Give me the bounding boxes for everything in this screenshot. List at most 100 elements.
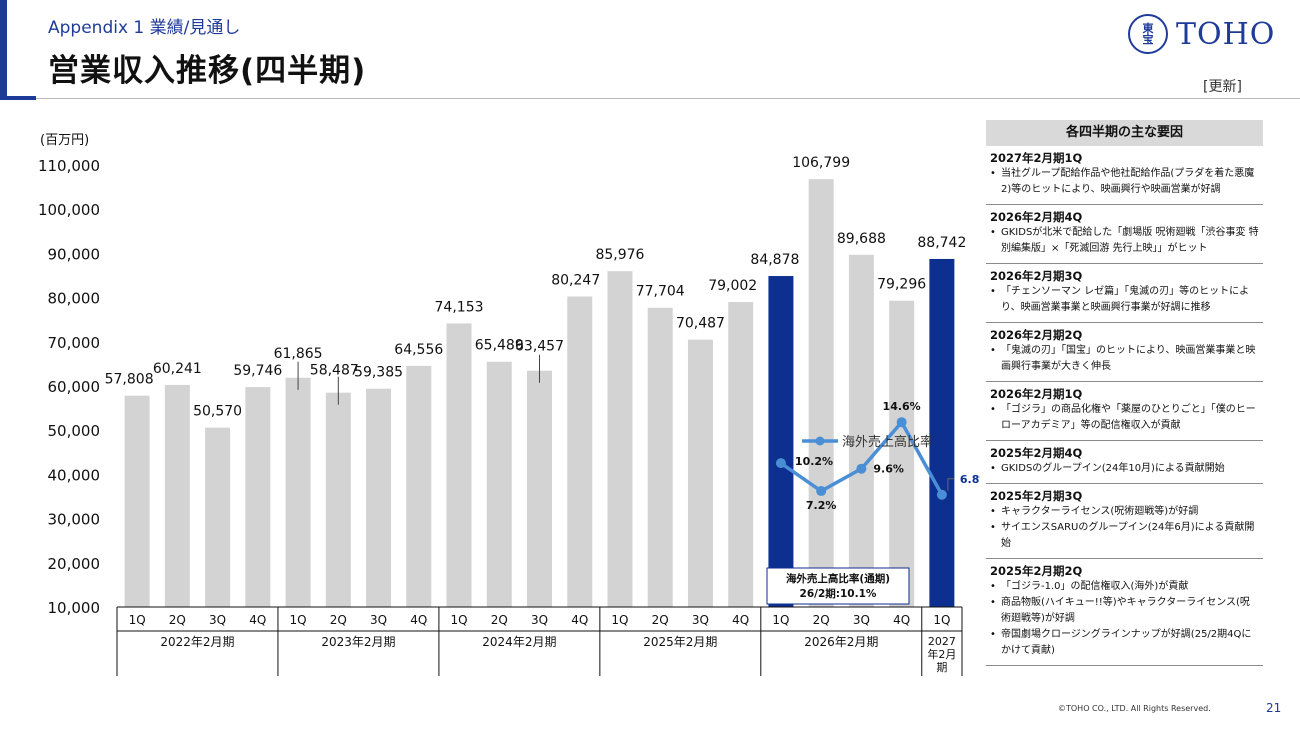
factor-bullet: キャラクターライセンス(呪術廻戦等)が好調 <box>990 504 1259 520</box>
bar <box>366 388 392 607</box>
bar-value-label: 60,241 <box>153 361 202 377</box>
overseas-ratio-label: 10.2% <box>795 455 833 468</box>
x-tick-label: 4Q <box>410 613 427 627</box>
revenue-chart: (百万円) 10,000 20,000 30,000 40,000 50,000 60,00… <box>38 133 980 676</box>
factor-item: 2026年2月期1Q「ゴジラ」の商品化権や「薬屋のひとりごと」「僕のヒーローアカ… <box>986 382 1263 441</box>
factor-title: 2026年2月期2Q <box>990 328 1083 342</box>
group-label: 期 <box>936 661 947 674</box>
factor-list: 2027年2月期1Q当社グループ配給作品や他社配給作品(プラダを着た悪魔2)等の… <box>986 146 1263 666</box>
bar <box>164 384 190 607</box>
bar <box>486 361 512 607</box>
bar-value-label: 70,487 <box>676 316 725 332</box>
factor-item: 2025年2月期3Qキャラクターライセンス(呪術廻戦等)が好調サイエンスSARU… <box>986 484 1263 559</box>
bar-value-label: 88,742 <box>917 235 966 251</box>
overseas-ratio-point <box>816 486 827 497</box>
factor-bullet: サイエンスSARUのグループイン(24年6月)による貢献開始 <box>990 520 1259 552</box>
overseas-ratio-point <box>856 463 867 474</box>
y-tick-label: 20,000 <box>48 555 101 573</box>
group-label: 2025年2月期 <box>643 635 717 649</box>
x-tick-label: 3Q <box>209 613 226 627</box>
bar-value-label: 57,808 <box>105 372 154 388</box>
y-tick-label: 70,000 <box>48 334 101 352</box>
annual-ratio-line2: 26/2期:10.1% <box>800 587 877 600</box>
factor-item: 2025年2月期2Q「ゴジラ-1.0」の配信権収入(海外)が貢献商品物販(ハイキ… <box>986 559 1263 666</box>
x-tick-label: 4Q <box>571 613 588 627</box>
bar <box>567 296 593 607</box>
bar-value-label: 59,746 <box>233 363 282 379</box>
bar <box>929 258 955 607</box>
bar-value-label: 106,799 <box>792 155 850 171</box>
bar <box>325 392 351 607</box>
x-tick-label: 1Q <box>129 613 146 627</box>
factor-bullet: 「ゴジラ-1.0」の配信権収入(海外)が貢献 <box>990 579 1259 595</box>
overseas-ratio-label: 14.6% <box>883 400 921 413</box>
label-leader-line <box>947 478 954 491</box>
bar <box>848 254 874 607</box>
bar <box>728 302 754 607</box>
y-tick-label: 30,000 <box>48 511 101 529</box>
toho-logo: 東宝 TOHO <box>1128 14 1275 54</box>
bar <box>124 395 150 607</box>
factor-bullet: 商品物販(ハイキュー!!等)やキャラクターライセンス(呪術廻戦等)が好調 <box>990 595 1259 627</box>
bar-value-label: 74,153 <box>435 299 484 315</box>
y-tick-label: 80,000 <box>48 290 101 308</box>
overseas-ratio-label: 7.2% <box>806 499 837 512</box>
bar-value-label: 61,865 <box>274 346 323 362</box>
bar <box>527 370 552 607</box>
factor-item: 2026年2月期4QGKIDSが北米で配給した「劇場版 呪術廻戦「渋谷事変 特別… <box>986 205 1263 264</box>
bar <box>285 377 311 607</box>
annual-ratio-box <box>766 567 910 605</box>
x-tick-label: 3Q <box>370 613 387 627</box>
bar <box>687 339 713 607</box>
factor-title: 2026年2月期1Q <box>990 387 1083 401</box>
bar-value-label: 84,878 <box>750 252 799 268</box>
bar <box>245 387 271 607</box>
y-tick-label: 50,000 <box>48 422 101 440</box>
title-accent-bar <box>0 0 7 100</box>
bar <box>406 365 432 607</box>
header-divider <box>36 98 1300 99</box>
x-tick-label: 3Q <box>531 613 548 627</box>
bar <box>647 307 673 607</box>
group-label: 年2月 <box>927 647 956 661</box>
x-tick-label: 1Q <box>290 613 307 627</box>
factor-bullet: 「チェンソーマン レゼ篇」「鬼滅の刃」等のヒットにより、映画営業事業と映画興行事… <box>990 284 1259 316</box>
factor-bullet: GKIDSのグループイン(24年10月)による貢献開始 <box>990 461 1259 477</box>
factor-title: 2025年2月期2Q <box>990 564 1083 578</box>
y-tick-label: 100,000 <box>38 201 100 219</box>
bar-value-label: 89,688 <box>837 231 886 247</box>
overseas-ratio-point <box>775 458 786 469</box>
x-tick-label: 3Q <box>692 613 709 627</box>
page-title: 営業収入推移(四半期) <box>48 53 367 89</box>
group-label: 2026年2月期 <box>804 635 878 649</box>
factor-bullet: 「ゴジラ」の商品化権や「薬屋のひとりごと」「僕のヒーローアカデミア」等の配信権収… <box>990 402 1259 434</box>
bar <box>889 300 915 607</box>
annual-ratio-line1: 海外売上高比率(通期) <box>786 572 890 585</box>
x-tick-label: 1Q <box>450 613 467 627</box>
group-label: 2023年2月期 <box>321 635 395 649</box>
bar-value-label: 80,247 <box>551 273 600 289</box>
x-tick-label: 2Q <box>652 613 669 627</box>
y-tick-label: 110,000 <box>38 157 100 175</box>
factor-bullet: GKIDSが北米で配給した「劇場版 呪術廻戦「渋谷事変 特別編集版」×「死滅回游… <box>990 225 1259 257</box>
quarter-factors-panel: 各四半期の主な要因 2027年2月期1Q当社グループ配給作品や他社配給作品(プラ… <box>986 120 1263 666</box>
update-tag: [更新] <box>1203 79 1242 95</box>
group-label: 2024年2月期 <box>482 635 556 649</box>
toho-seal-icon: 東宝 <box>1128 14 1168 54</box>
y-tick-label: 60,000 <box>48 378 101 396</box>
y-tick-label: 10,000 <box>48 599 101 617</box>
group-label: 2022年2月期 <box>160 635 234 649</box>
y-tick-label: 90,000 <box>48 245 101 263</box>
bar-value-label: 79,296 <box>877 277 926 293</box>
factors-heading: 各四半期の主な要因 <box>986 120 1263 146</box>
title-accent-underline <box>0 96 36 100</box>
x-tick-label: 2Q <box>491 613 508 627</box>
x-tick-label: 1Q <box>611 613 628 627</box>
x-tick-label: 4Q <box>249 613 266 627</box>
factor-title: 2027年2月期1Q <box>990 151 1083 165</box>
logo-text: TOHO <box>1176 16 1276 52</box>
group-label: 2027 <box>928 635 956 648</box>
x-tick-label: 3Q <box>853 613 870 627</box>
bar-value-label: 50,570 <box>193 404 242 420</box>
bar <box>607 271 633 607</box>
